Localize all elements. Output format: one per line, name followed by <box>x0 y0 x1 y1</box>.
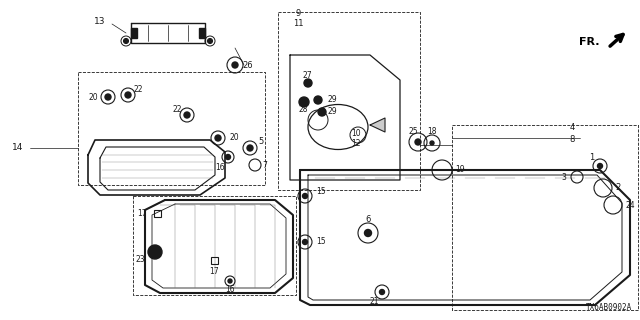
Circle shape <box>125 92 131 98</box>
Text: 20: 20 <box>230 133 239 142</box>
Circle shape <box>318 108 326 116</box>
Circle shape <box>415 139 421 145</box>
Circle shape <box>598 164 602 169</box>
Text: 17: 17 <box>209 268 219 276</box>
Circle shape <box>232 62 238 68</box>
Text: 10: 10 <box>351 129 361 138</box>
Circle shape <box>215 135 221 141</box>
Polygon shape <box>370 118 385 132</box>
Text: 8: 8 <box>570 134 575 143</box>
Text: 4: 4 <box>570 124 575 132</box>
Text: 29: 29 <box>327 95 337 105</box>
Text: 29: 29 <box>327 108 337 116</box>
Text: 12: 12 <box>351 140 361 148</box>
Text: 9: 9 <box>296 10 301 19</box>
Text: TX6AB0902A: TX6AB0902A <box>586 303 632 312</box>
Bar <box>211 257 218 263</box>
Circle shape <box>304 79 312 87</box>
Circle shape <box>365 229 371 236</box>
Text: 21: 21 <box>369 298 379 307</box>
Text: 19: 19 <box>455 165 465 174</box>
Text: 26: 26 <box>243 60 253 69</box>
Text: 20: 20 <box>88 92 98 101</box>
Text: 5: 5 <box>259 138 264 147</box>
Text: 28: 28 <box>298 106 308 115</box>
Text: 16: 16 <box>225 285 235 294</box>
Text: 2: 2 <box>615 183 620 193</box>
Text: 18: 18 <box>428 127 436 137</box>
Text: 27: 27 <box>302 71 312 81</box>
Bar <box>131 28 137 38</box>
Circle shape <box>299 97 309 107</box>
Text: 17: 17 <box>138 209 147 218</box>
Circle shape <box>303 239 307 244</box>
Text: 15: 15 <box>316 237 326 246</box>
Text: 1: 1 <box>589 154 595 163</box>
Text: 22: 22 <box>172 105 182 114</box>
Text: 11: 11 <box>292 20 303 28</box>
Text: 22: 22 <box>133 84 143 93</box>
Text: 15: 15 <box>316 188 326 196</box>
Text: 16: 16 <box>215 164 225 172</box>
Circle shape <box>380 290 385 294</box>
Circle shape <box>247 145 253 151</box>
Bar <box>154 210 161 217</box>
Circle shape <box>228 279 232 283</box>
Text: 24: 24 <box>625 201 635 210</box>
Circle shape <box>184 112 190 118</box>
Text: 25: 25 <box>408 127 418 137</box>
Text: 13: 13 <box>94 18 106 27</box>
Circle shape <box>430 141 434 145</box>
Text: 3: 3 <box>561 172 566 181</box>
Text: 7: 7 <box>262 161 268 170</box>
Circle shape <box>207 38 212 44</box>
Circle shape <box>225 155 230 159</box>
Text: 14: 14 <box>12 143 24 153</box>
Circle shape <box>124 38 129 44</box>
Circle shape <box>303 194 307 198</box>
Circle shape <box>105 94 111 100</box>
Text: 23: 23 <box>136 255 145 265</box>
Text: FR.: FR. <box>579 37 600 47</box>
Text: 6: 6 <box>365 215 371 225</box>
Bar <box>199 28 205 38</box>
Circle shape <box>314 96 322 104</box>
Circle shape <box>148 245 162 259</box>
